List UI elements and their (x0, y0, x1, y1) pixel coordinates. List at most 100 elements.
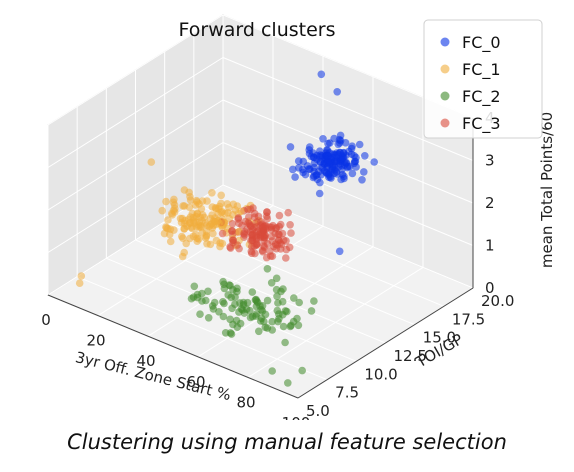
data-point-fc1 (186, 193, 194, 201)
data-point-fc0 (319, 135, 327, 143)
data-point-fc2 (279, 322, 288, 331)
data-point-fc0 (350, 159, 359, 168)
scatter-3d-chart: 0204060801005.07.510.012.515.017.520.001… (41, 14, 556, 420)
data-point-fc1 (206, 221, 215, 229)
data-point-fc1 (217, 191, 225, 200)
data-point-fc3 (252, 223, 261, 231)
data-point-fc1 (180, 219, 189, 228)
data-point-fc3 (235, 219, 243, 228)
data-point-fc2 (279, 285, 287, 293)
data-point-fc1 (198, 217, 206, 225)
data-point-fc0 (291, 173, 299, 181)
data-point-fc0 (361, 152, 369, 160)
data-point-fc2 (204, 287, 212, 296)
data-point-fc2 (227, 293, 235, 302)
data-point-fc0 (305, 143, 314, 151)
data-point-fc2 (204, 314, 213, 322)
data-point-fc3 (226, 244, 235, 252)
data-point-fc2 (193, 290, 202, 299)
data-point-fc3 (258, 246, 267, 255)
y-axis-line (297, 287, 474, 399)
data-point-fc1 (166, 237, 175, 246)
grid-line-z-back (222, 184, 474, 289)
data-point-fc2 (236, 299, 244, 307)
data-point-fc1 (193, 198, 201, 206)
data-point-fc2 (307, 307, 316, 315)
x-tick-label: 40 (136, 352, 155, 370)
legend-marker-fc0 (440, 37, 450, 47)
data-point-fc0 (294, 157, 303, 165)
data-point-fc2 (284, 379, 292, 387)
x-tick-label: 100 (282, 414, 311, 420)
grid-line-y-floor (135, 239, 386, 344)
y-tick-label: 15.0 (423, 329, 456, 347)
data-point-fc2 (215, 308, 223, 316)
data-point-fc2 (263, 296, 272, 305)
data-point-fc3 (286, 221, 294, 229)
data-point-fc2 (228, 304, 236, 313)
data-point-fc0 (326, 173, 335, 181)
data-point-fc1 (168, 211, 177, 219)
grid-line-z-back (222, 142, 474, 246)
figure-caption: Clustering using manual feature selectio… (67, 430, 507, 454)
data-point-fc2 (261, 323, 270, 332)
data-point-fc1 (223, 200, 231, 208)
data-point-fc2 (274, 299, 282, 307)
y-tick-label: 20.0 (481, 292, 514, 310)
data-point-fc0 (315, 189, 324, 198)
data-point-fc3 (218, 229, 227, 238)
data-point-fc0 (310, 172, 318, 180)
data-point-fc0 (370, 158, 379, 166)
grid-line-z-back (222, 57, 474, 161)
data-point-fc2 (220, 284, 229, 293)
y-tick-label: 5.0 (306, 402, 330, 420)
data-point-fc2 (198, 297, 206, 305)
data-point-fc3 (276, 245, 285, 253)
data-point-fc3 (229, 236, 238, 244)
grid-line-z-side (47, 57, 224, 168)
z-tick-label: 3 (485, 152, 495, 170)
data-point-fc0 (355, 140, 364, 149)
data-point-fc3 (263, 214, 272, 223)
legend-marker-fc2 (440, 91, 450, 101)
data-point-fc2 (263, 265, 272, 273)
data-point-fc0 (317, 70, 326, 79)
data-point-fc1 (203, 197, 211, 205)
data-point-fc1 (206, 240, 215, 249)
legend-marker-fc1 (440, 64, 450, 74)
data-point-fc0 (330, 134, 338, 143)
data-point-fc2 (190, 282, 199, 291)
x-tick-label: 60 (186, 373, 205, 391)
data-point-fc3 (244, 205, 252, 214)
chart-canvas: 0204060801005.07.510.012.515.017.520.001… (41, 14, 556, 420)
data-point-fc3 (228, 220, 237, 228)
data-point-fc1 (178, 252, 187, 261)
y-tick-label: 7.5 (335, 384, 359, 402)
data-point-fc3 (275, 222, 284, 231)
data-point-fc2 (258, 302, 267, 310)
data-point-fc2 (267, 279, 276, 287)
data-point-fc1 (220, 218, 229, 227)
legend-label-fc1: FC_1 (462, 60, 501, 80)
x-tick-label: 80 (236, 393, 255, 411)
data-point-fc2 (286, 322, 295, 331)
data-point-fc1 (162, 197, 170, 206)
data-point-fc1 (162, 224, 171, 232)
data-point-fc0 (289, 165, 297, 174)
data-point-fc2 (248, 288, 257, 296)
data-point-fc0 (358, 176, 366, 184)
data-point-fc2 (233, 287, 241, 296)
data-point-fc1 (164, 216, 172, 224)
data-point-fc1 (186, 219, 195, 227)
grid-line-z-side (47, 99, 224, 211)
data-point-fc0 (343, 163, 352, 172)
data-point-fc3 (240, 229, 248, 238)
z-axis-label: mean Total Points/60 (538, 112, 556, 268)
grid-line-y-floor (76, 276, 328, 381)
data-point-fc2 (275, 310, 283, 318)
data-point-fc1 (209, 229, 217, 238)
data-point-fc2 (227, 330, 236, 338)
data-point-fc1 (160, 229, 169, 238)
data-point-fc1 (170, 226, 178, 234)
data-point-fc1 (180, 202, 189, 210)
